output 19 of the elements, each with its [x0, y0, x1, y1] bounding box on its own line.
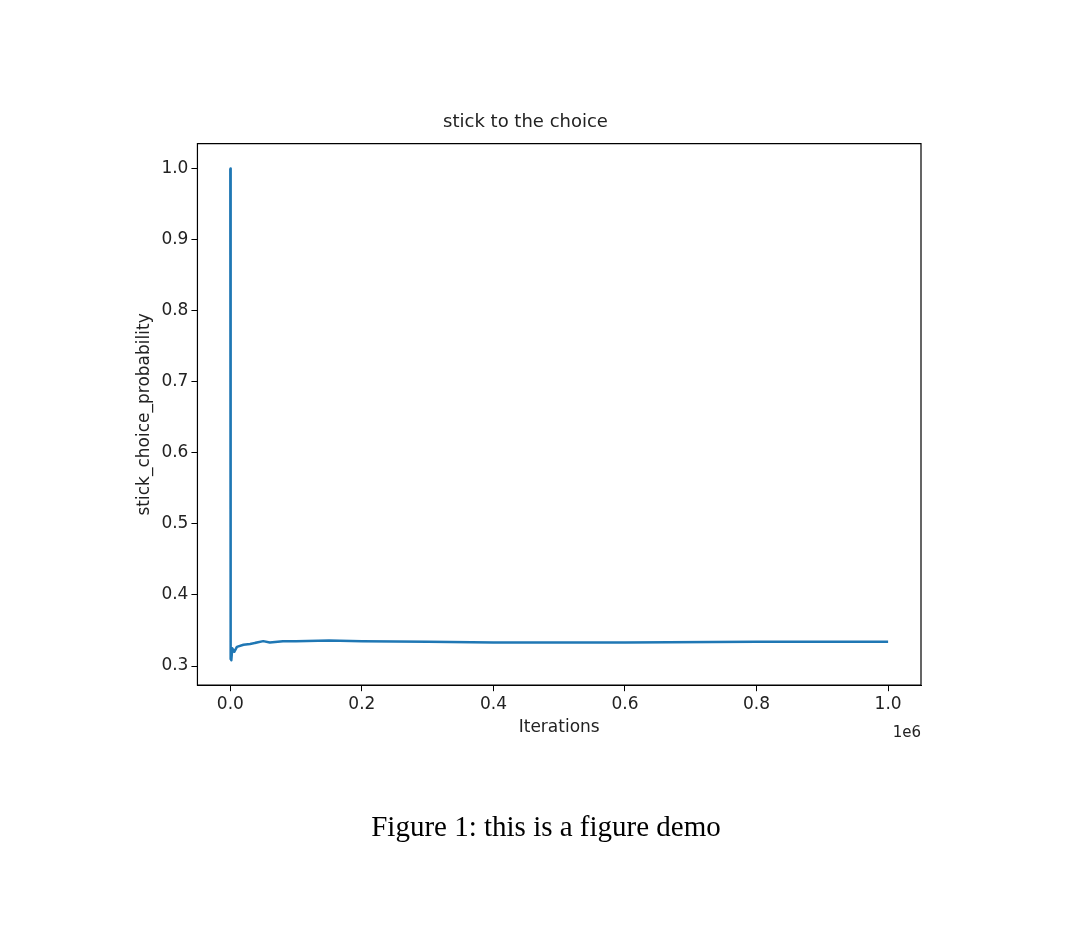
x-tick-label: 1.0	[874, 692, 902, 713]
y-tick-label: 0.9	[161, 227, 189, 248]
y-tick-label: 0.5	[161, 512, 189, 533]
caption: Figure 1: this is a figure demo	[371, 809, 721, 842]
y-tick-label: 0.7	[161, 370, 189, 391]
x-tick-label: 0.2	[348, 692, 376, 713]
x-tick-label: 0.0	[216, 692, 244, 713]
y-tick-label: 0.6	[161, 441, 189, 462]
x-tick-label: 0.8	[743, 692, 771, 713]
y-tick-label: 0.8	[161, 299, 189, 320]
chart-title: stick to the choice	[443, 110, 608, 132]
y-tick-label: 0.4	[161, 583, 189, 604]
x-tick-label: 0.4	[479, 692, 507, 713]
y-tick-label: 0.3	[161, 654, 189, 675]
x-axis-title: Iterations	[518, 716, 600, 737]
y-axis-title: stick_choice_probability	[132, 313, 154, 516]
y-tick-label: 1.0	[161, 156, 189, 177]
x-tick-label: 0.6	[611, 692, 639, 713]
text: 1e6	[892, 722, 921, 741]
